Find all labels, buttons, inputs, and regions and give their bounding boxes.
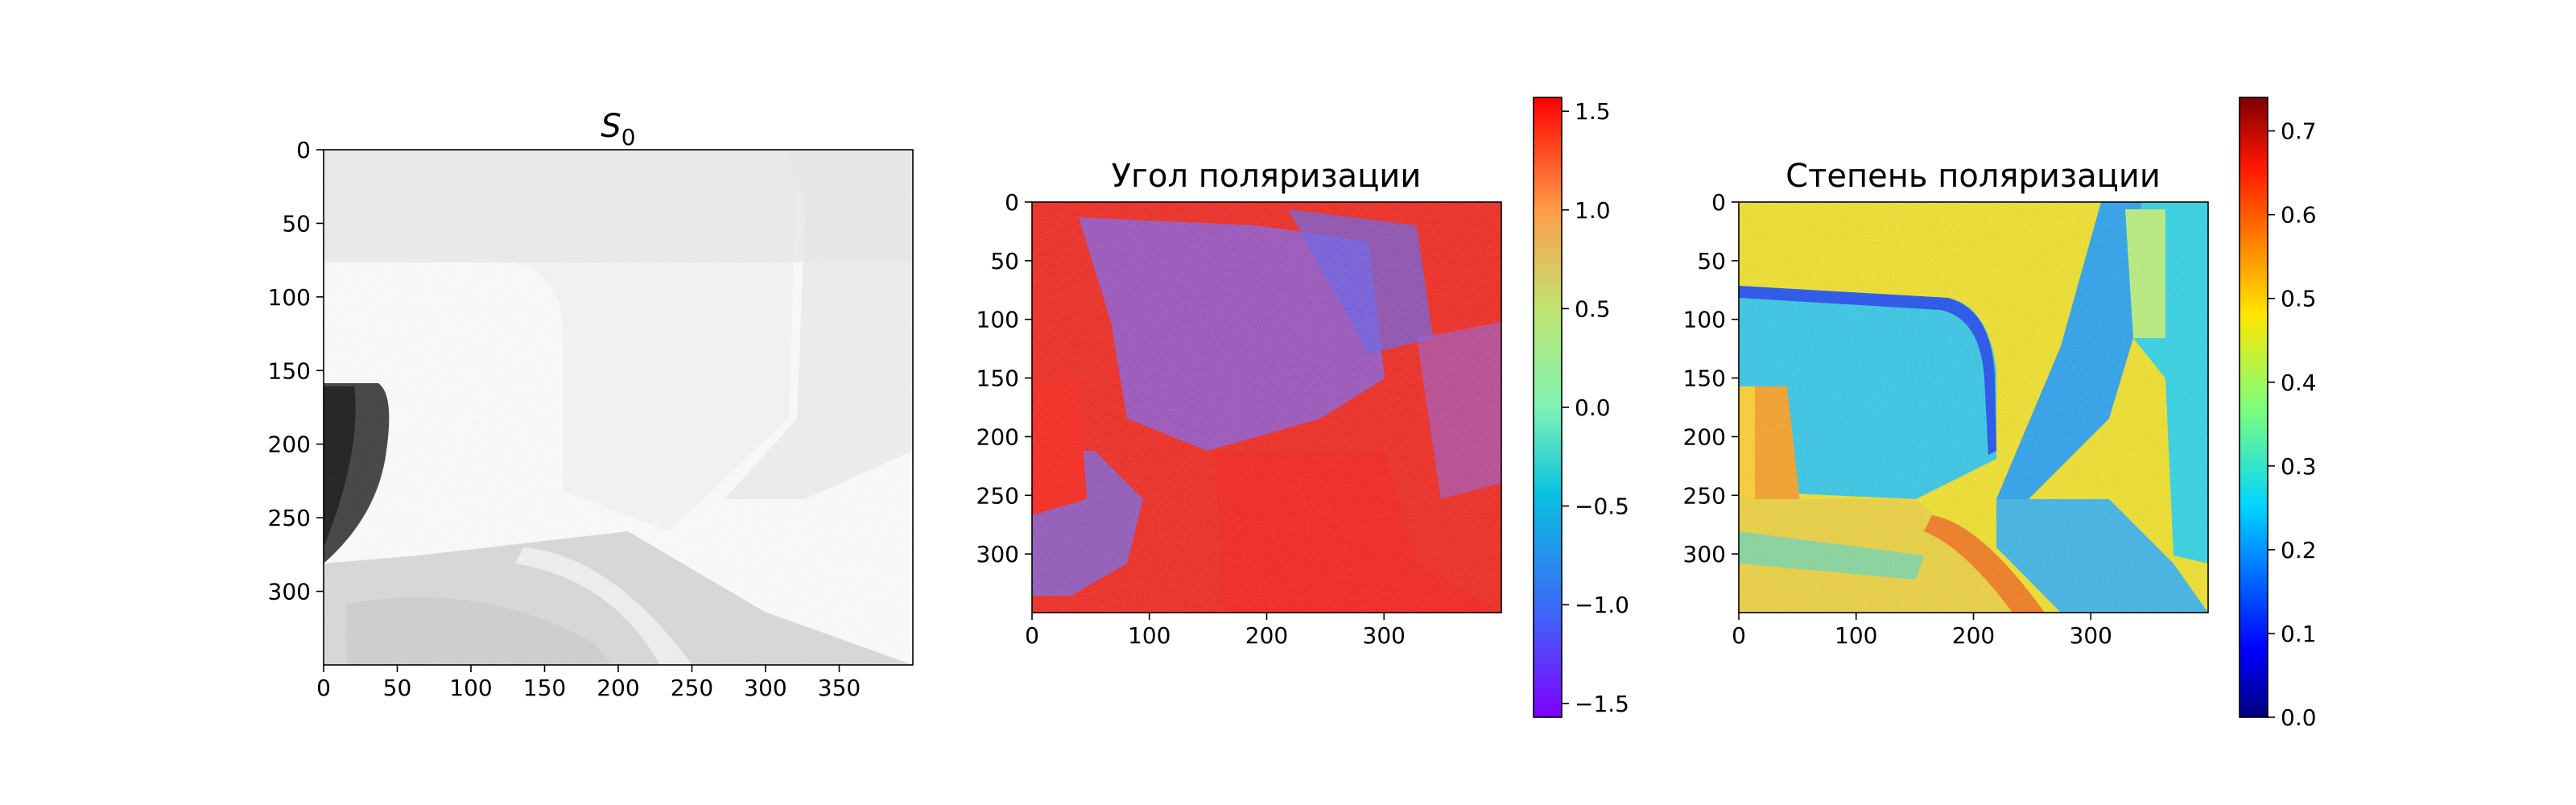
y-tick-label: 0 [1711,189,1726,216]
y-tick-label: 150 [268,357,311,384]
y-tick-label: 200 [976,423,1019,450]
colorbar-tick-label: 0.5 [2281,286,2317,312]
y-tick-label: 200 [1683,423,1726,450]
x-tick-label: 200 [1245,622,1288,649]
y-tick-label: 150 [976,365,1019,392]
x-tick-label: 100 [1128,622,1170,649]
x-tick-label: 0 [1732,622,1746,649]
degree-colorbar [2239,97,2268,718]
x-tick-label: 100 [449,675,492,701]
s0-image [324,150,913,665]
colorbar-tick-label: 0.7 [2281,118,2317,145]
colorbar-tick-label: 0.4 [2281,369,2317,396]
colorbar-tick-label: 0.0 [1575,394,1611,421]
degree-axes: 0 100 200 300 0 50 100 150 200 250 300 [1683,189,2112,649]
y-tick-label: 0 [1005,189,1019,216]
y-tick-label: 100 [1683,307,1726,333]
x-tick-label: 150 [523,675,566,701]
y-tick-label: 100 [976,307,1019,333]
angle-image [1032,202,1501,613]
x-tick-label: 50 [383,675,412,701]
colorbar-tick-label: 1.5 [1575,98,1611,125]
colorbar-tick-label: 1.0 [1575,197,1611,224]
colorbar-tick-label: 0.5 [1575,295,1611,322]
s0-axes: 0 50 100 150 200 250 300 350 0 50 100 150 200 250 300 [268,137,861,701]
y-tick-label: 250 [1683,482,1726,509]
y-tick-label: 250 [268,505,311,531]
colorbar-tick-label: −1.5 [1575,691,1629,717]
degree-colorbar-axis: 0.7 0.6 0.5 0.4 0.3 0.2 0.1 0.0 [2268,118,2317,731]
x-tick-label: 200 [597,675,639,701]
y-tick-label: 300 [1683,541,1726,568]
panel-s0: S0 0 50 100 150 200 250 300 350 0 50 100 150 200 250 3… [268,108,914,701]
y-tick-label: 150 [1683,365,1726,392]
colorbar-tick-label: 0.3 [2281,453,2317,480]
y-tick-label: 300 [976,541,1019,568]
s0-title: S0 [601,108,635,151]
x-tick-label: 200 [1952,622,1995,649]
x-tick-label: 300 [744,675,786,701]
x-tick-label: 100 [1835,622,1877,649]
x-tick-label: 300 [1363,622,1406,649]
angle-colorbar [1533,97,1563,718]
colorbar-tick-label: 0.6 [2281,202,2317,229]
x-tick-label: 0 [316,675,331,701]
degree-image [1739,202,2208,613]
y-tick-label: 50 [990,248,1019,275]
y-tick-label: 0 [296,137,311,163]
panel-angle: Угол поляризации 0 100 200 300 0 50 100 150 200 2… [976,97,1629,718]
degree-title: Степень поляризации [1785,158,2161,195]
x-tick-label: 0 [1025,622,1039,649]
angle-axes: 0 100 200 300 0 50 100 150 200 250 300 [976,189,1406,649]
y-tick-label: 50 [1697,248,1726,275]
colorbar-tick-label: −1.0 [1575,592,1629,618]
x-tick-label: 300 [2070,622,2112,649]
colorbar-tick-label: 0.0 [2281,704,2317,731]
colorbar-tick-label: 0.2 [2281,537,2317,564]
colorbar-tick-label: −0.5 [1575,493,1629,520]
y-tick-label: 50 [282,210,311,237]
y-tick-label: 250 [976,482,1019,509]
x-tick-label: 350 [818,675,861,701]
colorbar-tick-label: 0.1 [2281,621,2317,647]
y-tick-label: 200 [268,431,311,458]
angle-colorbar-axis: 1.5 1.0 0.5 0.0 −0.5 −1.0 −1.5 [1562,98,1629,717]
y-tick-label: 300 [268,579,311,605]
y-tick-label: 100 [268,284,311,311]
angle-title: Угол поляризации [1112,158,1422,195]
panel-degree: Степень поляризации 0 100 200 300 0 50 100 150 2… [1683,97,2317,731]
x-tick-label: 250 [671,675,713,701]
